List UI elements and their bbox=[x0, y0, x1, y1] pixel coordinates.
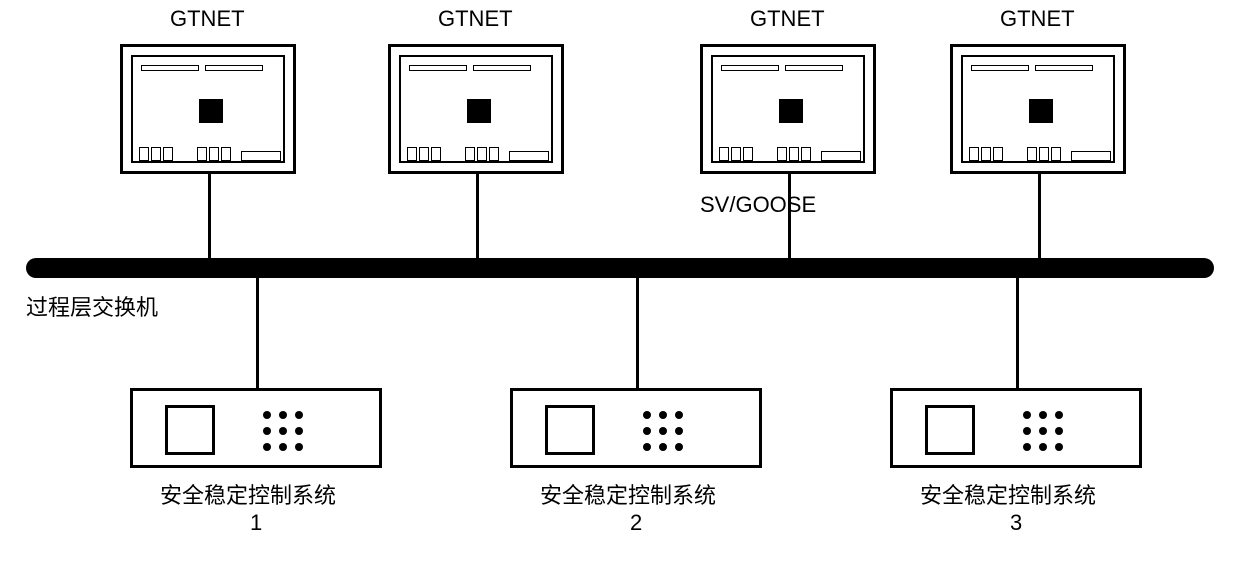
process-bus bbox=[26, 258, 1214, 278]
port-icon bbox=[801, 147, 811, 161]
slot-icon bbox=[241, 151, 281, 161]
controller-device bbox=[890, 388, 1142, 468]
bus-label: 过程层交换机 bbox=[26, 290, 158, 322]
connector-row bbox=[473, 65, 531, 71]
led-icon bbox=[279, 411, 287, 419]
chip-icon bbox=[1029, 99, 1053, 123]
port-icon bbox=[209, 147, 219, 161]
led-icon bbox=[643, 427, 651, 435]
led-icon bbox=[1039, 443, 1047, 451]
led-icon bbox=[659, 411, 667, 419]
slot-icon bbox=[509, 151, 549, 161]
gtnet-label: GTNET bbox=[1000, 6, 1075, 32]
port-icon bbox=[743, 147, 753, 161]
port-icon bbox=[489, 147, 499, 161]
edge bbox=[788, 174, 791, 258]
controller-label: 安全稳定控制系统 bbox=[160, 478, 336, 510]
gtnet-card bbox=[700, 44, 876, 174]
controller-device bbox=[130, 388, 382, 468]
connector-row bbox=[409, 65, 467, 71]
port-icon bbox=[777, 147, 787, 161]
port-icon bbox=[139, 147, 149, 161]
gtnet-card bbox=[950, 44, 1126, 174]
led-icon bbox=[643, 443, 651, 451]
led-icon bbox=[295, 411, 303, 419]
gtnet-label: GTNET bbox=[438, 6, 513, 32]
led-icon bbox=[263, 443, 271, 451]
connector-row bbox=[785, 65, 843, 71]
gtnet-label: GTNET bbox=[170, 6, 245, 32]
port-icon bbox=[1051, 147, 1061, 161]
led-icon bbox=[1055, 443, 1063, 451]
screen-icon bbox=[925, 405, 975, 455]
led-icon bbox=[295, 427, 303, 435]
led-icon bbox=[1039, 411, 1047, 419]
controller-number: 3 bbox=[1010, 510, 1022, 536]
controller-label: 安全稳定控制系统 bbox=[540, 478, 716, 510]
port-icon bbox=[197, 147, 207, 161]
connector-row bbox=[1035, 65, 1093, 71]
led-icon bbox=[263, 411, 271, 419]
port-icon bbox=[465, 147, 475, 161]
port-icon bbox=[981, 147, 991, 161]
slot-icon bbox=[821, 151, 861, 161]
port-icon bbox=[993, 147, 1003, 161]
led-icon bbox=[279, 427, 287, 435]
edge bbox=[476, 174, 479, 258]
controller-label: 安全稳定控制系统 bbox=[920, 478, 1096, 510]
port-icon bbox=[419, 147, 429, 161]
connector-row bbox=[141, 65, 199, 71]
screen-icon bbox=[165, 405, 215, 455]
edge bbox=[636, 278, 639, 388]
gtnet-label: GTNET bbox=[750, 6, 825, 32]
slot-icon bbox=[1071, 151, 1111, 161]
port-icon bbox=[719, 147, 729, 161]
port-icon bbox=[1039, 147, 1049, 161]
port-icon bbox=[789, 147, 799, 161]
controller-number: 2 bbox=[630, 510, 642, 536]
led-icon bbox=[263, 427, 271, 435]
port-icon bbox=[431, 147, 441, 161]
led-icon bbox=[659, 427, 667, 435]
connector-row bbox=[721, 65, 779, 71]
edge bbox=[1016, 278, 1019, 388]
edge bbox=[208, 174, 211, 258]
led-icon bbox=[1023, 443, 1031, 451]
port-icon bbox=[407, 147, 417, 161]
port-icon bbox=[1027, 147, 1037, 161]
led-icon bbox=[279, 443, 287, 451]
chip-icon bbox=[199, 99, 223, 123]
led-icon bbox=[675, 443, 683, 451]
protocol-label: SV/GOOSE bbox=[700, 192, 816, 218]
screen-icon bbox=[545, 405, 595, 455]
port-icon bbox=[969, 147, 979, 161]
connector-row bbox=[971, 65, 1029, 71]
port-icon bbox=[151, 147, 161, 161]
led-icon bbox=[1039, 427, 1047, 435]
led-icon bbox=[675, 427, 683, 435]
led-icon bbox=[295, 443, 303, 451]
gtnet-card bbox=[388, 44, 564, 174]
chip-icon bbox=[779, 99, 803, 123]
led-icon bbox=[659, 443, 667, 451]
led-icon bbox=[1023, 427, 1031, 435]
controller-device bbox=[510, 388, 762, 468]
edge bbox=[256, 278, 259, 388]
led-icon bbox=[1023, 411, 1031, 419]
port-icon bbox=[731, 147, 741, 161]
controller-number: 1 bbox=[250, 510, 262, 536]
connector-row bbox=[205, 65, 263, 71]
chip-icon bbox=[467, 99, 491, 123]
led-icon bbox=[1055, 411, 1063, 419]
port-icon bbox=[477, 147, 487, 161]
led-icon bbox=[1055, 427, 1063, 435]
gtnet-card bbox=[120, 44, 296, 174]
edge bbox=[1038, 174, 1041, 258]
led-icon bbox=[643, 411, 651, 419]
port-icon bbox=[163, 147, 173, 161]
led-icon bbox=[675, 411, 683, 419]
port-icon bbox=[221, 147, 231, 161]
